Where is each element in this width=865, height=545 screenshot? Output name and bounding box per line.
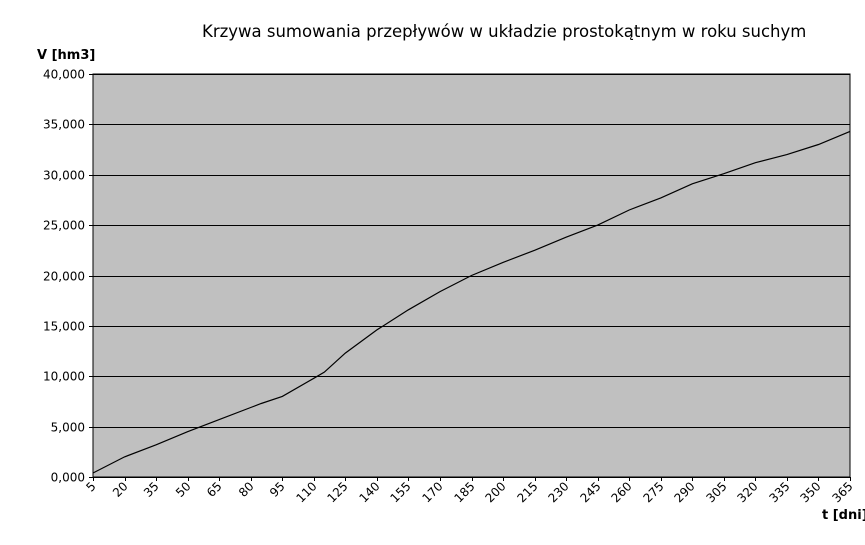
x-tick-label: 50 bbox=[173, 479, 194, 500]
x-tick-label: 350 bbox=[798, 479, 824, 505]
x-tick-label: 5 bbox=[83, 479, 98, 494]
x-tick-label: 35 bbox=[141, 479, 162, 500]
y-tick-label: 15,000 bbox=[43, 320, 85, 334]
x-tick-label: 155 bbox=[388, 479, 414, 505]
y-tick-label: 35,000 bbox=[43, 118, 85, 132]
x-tick-label: 125 bbox=[325, 479, 351, 505]
y-tick-label: 40,000 bbox=[43, 68, 85, 82]
x-tick-label: 110 bbox=[294, 479, 320, 505]
x-tick-label: 290 bbox=[672, 479, 698, 505]
x-tick-label: 140 bbox=[357, 479, 383, 505]
y-tick-label: 20,000 bbox=[43, 270, 85, 284]
x-tick-label: 320 bbox=[735, 479, 761, 505]
x-tick-label: 65 bbox=[204, 479, 225, 500]
x-tick-label: 185 bbox=[452, 479, 478, 505]
x-tick-label: 215 bbox=[515, 479, 541, 505]
x-axis-label: t [dni] bbox=[822, 508, 865, 523]
x-tick-label: 305 bbox=[704, 479, 730, 505]
x-tick-label: 230 bbox=[546, 479, 572, 505]
x-tick-label: 245 bbox=[578, 479, 604, 505]
series-line bbox=[92, 130, 851, 474]
y-tick-label: 25,000 bbox=[43, 219, 85, 233]
x-tick-label: 260 bbox=[609, 479, 635, 505]
y-tick-label: 30,000 bbox=[43, 169, 85, 183]
chart-title: Krzywa sumowania przepływów w układzie p… bbox=[202, 22, 807, 41]
x-tick-label: 365 bbox=[830, 479, 856, 505]
x-tick-label: 170 bbox=[420, 479, 446, 505]
y-tick-label: 5,000 bbox=[51, 421, 85, 435]
x-tick-label: 275 bbox=[641, 479, 667, 505]
x-tick-label: 200 bbox=[483, 479, 509, 505]
y-tick-label: 0,000 bbox=[51, 471, 85, 485]
x-tick-label: 80 bbox=[236, 479, 257, 500]
x-tick-label: 95 bbox=[267, 479, 288, 500]
y-axis-label: V [hm3] bbox=[37, 48, 96, 63]
x-tick-label: 335 bbox=[767, 479, 793, 505]
x-tick-label: 20 bbox=[110, 479, 131, 500]
y-tick-label: 10,000 bbox=[43, 370, 85, 384]
